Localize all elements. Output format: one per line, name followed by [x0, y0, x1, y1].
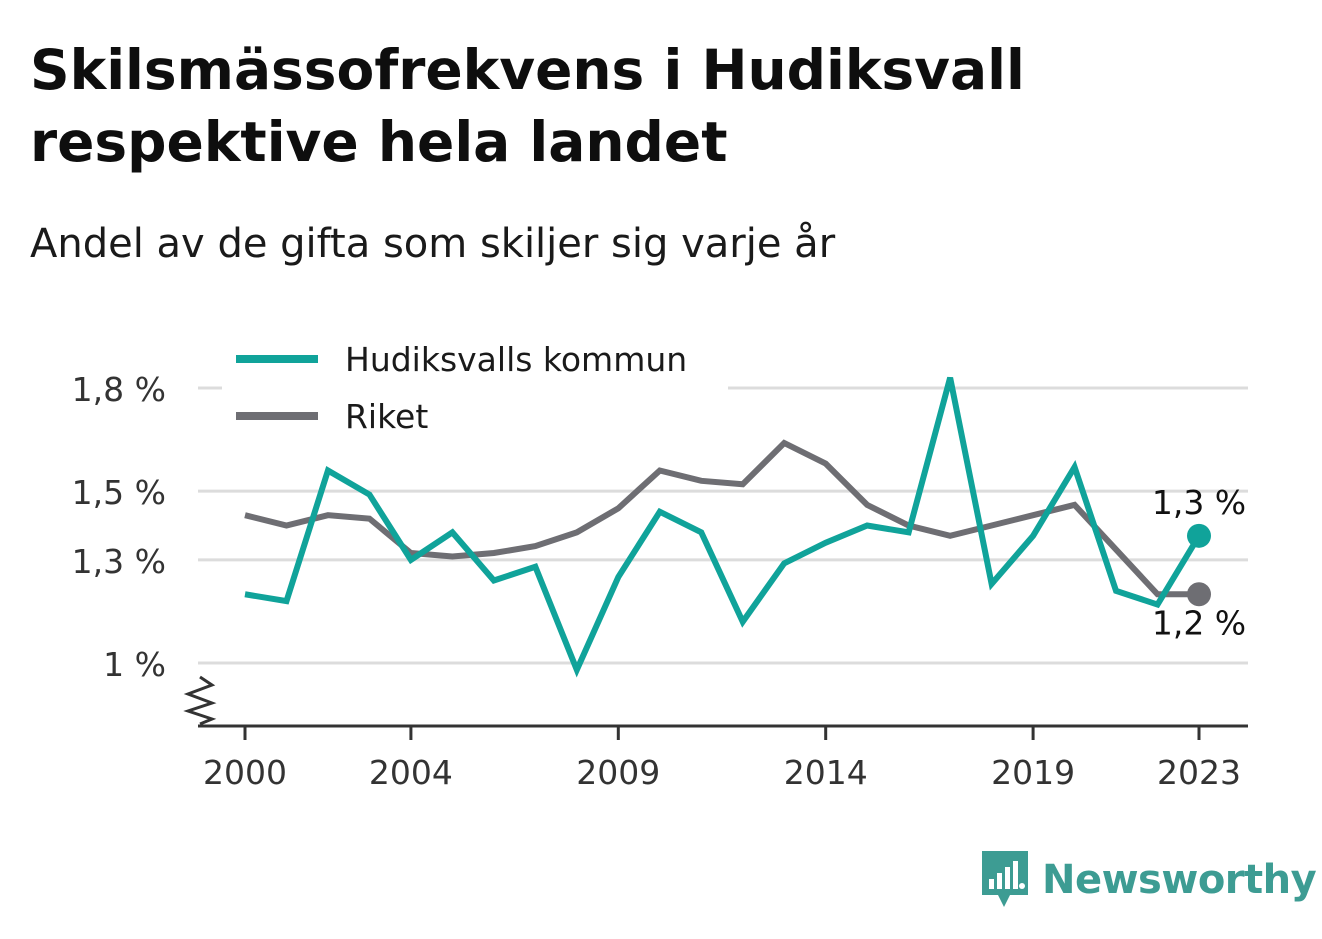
x-tick-label: 2023: [1157, 753, 1241, 792]
legend-label: Riket: [345, 397, 428, 436]
series-end-label: 1,2 %: [1152, 603, 1246, 642]
end-labels: 1,3 % 1,2 %: [1152, 483, 1246, 642]
y-tick-label: 1,5 %: [72, 473, 166, 512]
y-tick-label: 1,3 %: [72, 542, 166, 581]
legend: Hudiksvalls kommun Riket: [222, 334, 728, 444]
x-tick-label: 2009: [576, 753, 660, 792]
axis-break-icon: [183, 675, 217, 726]
series-end-point: [1187, 582, 1211, 607]
brand-name: Newsworthy: [1042, 857, 1317, 903]
series-line: [244, 376, 1202, 678]
series-end-point: [1187, 523, 1211, 548]
x-tick-label: 2019: [991, 753, 1075, 792]
chart-title: Skilsmässofrekvens i Hudiksvall respekti…: [30, 38, 1025, 174]
series-lines: [244, 376, 1211, 678]
chart-subtitle: Andel av de gifta som skiljer sig varje …: [30, 221, 836, 267]
series-end-label: 1,3 %: [1152, 483, 1246, 522]
legend-label: Hudiksvalls kommun: [345, 340, 687, 379]
y-tick-label: 1 %: [103, 645, 166, 684]
axes: 1 % 1,3 % 1,5 % 1,8 % 2000 2004 2009 2014 2019 20…: [72, 370, 1248, 792]
x-tick-label: 2014: [784, 753, 868, 792]
x-tick-label: 2004: [369, 753, 453, 792]
x-tick-label: 2000: [203, 753, 287, 792]
newsworthy-brand: Newsworthy: [980, 848, 1317, 912]
y-tick-label: 1,8 %: [72, 370, 166, 409]
bar-chart-speech-bubble-icon: [982, 851, 1028, 907]
legend-background: [222, 334, 728, 444]
